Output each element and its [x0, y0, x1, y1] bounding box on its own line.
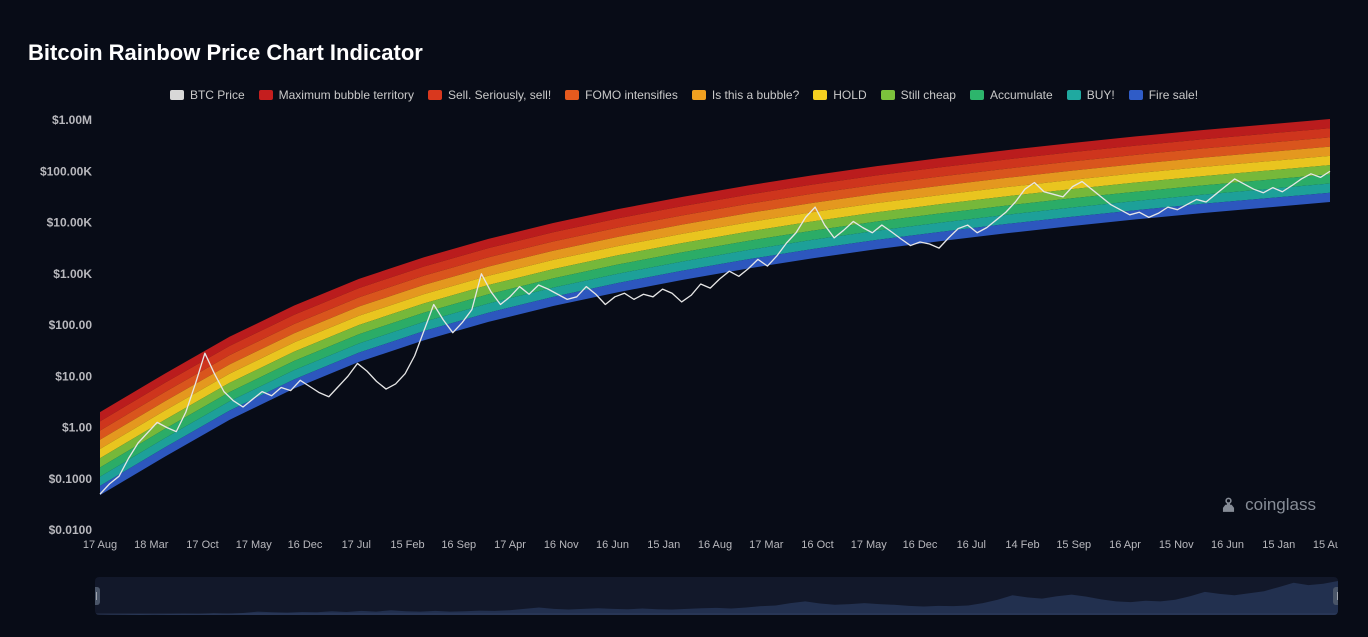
svg-text:$100.00: $100.00	[49, 318, 93, 332]
svg-text:$10.00K: $10.00K	[47, 216, 93, 230]
legend-item[interactable]: Fire sale!	[1129, 88, 1198, 102]
legend-label: Accumulate	[990, 88, 1053, 102]
svg-text:16 Oct: 16 Oct	[801, 539, 833, 551]
time-scrubber[interactable]	[95, 577, 1338, 615]
svg-text:18 Mar: 18 Mar	[134, 539, 169, 551]
legend-swatch	[170, 90, 184, 100]
svg-text:16 Apr: 16 Apr	[1109, 539, 1141, 551]
chart-title: Bitcoin Rainbow Price Chart Indicator	[28, 40, 423, 66]
svg-text:$100.00K: $100.00K	[40, 164, 92, 178]
legend-swatch	[1067, 90, 1081, 100]
svg-text:$1.00: $1.00	[62, 421, 92, 435]
svg-text:15 Nov: 15 Nov	[1159, 539, 1194, 551]
legend-item[interactable]: HOLD	[813, 88, 866, 102]
svg-text:16 Jun: 16 Jun	[1211, 539, 1244, 551]
legend-swatch	[259, 90, 273, 100]
legend-swatch	[565, 90, 579, 100]
legend-label: HOLD	[833, 88, 866, 102]
svg-text:14 Feb: 14 Feb	[1005, 539, 1039, 551]
legend-swatch	[813, 90, 827, 100]
svg-text:17 Oct: 17 Oct	[186, 539, 218, 551]
svg-text:17 Jul: 17 Jul	[342, 539, 371, 551]
svg-text:17 Aug: 17 Aug	[83, 539, 117, 551]
svg-text:15 Jan: 15 Jan	[647, 539, 680, 551]
scrubber-svg	[95, 577, 1338, 615]
chart-svg: $1.00M $100.00K $10.00K $1.00K $100.00 $10.00…	[30, 110, 1338, 562]
svg-text:16 Jul: 16 Jul	[957, 539, 986, 551]
legend-item[interactable]: BTC Price	[170, 88, 245, 102]
legend-label: Is this a bubble?	[712, 88, 799, 102]
legend-swatch	[970, 90, 984, 100]
svg-text:15 Feb: 15 Feb	[390, 539, 424, 551]
legend: BTC Price Maximum bubble territory Sell. S…	[0, 88, 1368, 102]
legend-item[interactable]: FOMO intensifies	[565, 88, 678, 102]
legend-item[interactable]: Is this a bubble?	[692, 88, 799, 102]
svg-text:15 Aug: 15 Aug	[1313, 539, 1338, 551]
coinglass-icon	[1219, 496, 1238, 515]
svg-text:$0.0100: $0.0100	[49, 523, 93, 537]
svg-text:15 Sep: 15 Sep	[1056, 539, 1091, 551]
legend-item[interactable]: Accumulate	[970, 88, 1053, 102]
legend-swatch	[881, 90, 895, 100]
legend-label: Fire sale!	[1149, 88, 1198, 102]
svg-text:15 Jan: 15 Jan	[1262, 539, 1295, 551]
legend-label: Maximum bubble territory	[279, 88, 414, 102]
legend-label: Still cheap	[901, 88, 956, 102]
svg-text:16 Jun: 16 Jun	[596, 539, 629, 551]
watermark: coinglass	[1219, 495, 1316, 515]
legend-swatch	[1129, 90, 1143, 100]
legend-swatch	[428, 90, 442, 100]
legend-label: BTC Price	[190, 88, 245, 102]
svg-text:16 Nov: 16 Nov	[544, 539, 579, 551]
scrubber-handle-left[interactable]	[95, 587, 100, 605]
svg-text:17 Mar: 17 Mar	[749, 539, 784, 551]
svg-text:17 Apr: 17 Apr	[494, 539, 526, 551]
svg-text:17 May: 17 May	[851, 539, 888, 551]
svg-text:17 May: 17 May	[236, 539, 273, 551]
legend-label: FOMO intensifies	[585, 88, 678, 102]
legend-item[interactable]: Sell. Seriously, sell!	[428, 88, 551, 102]
legend-label: BUY!	[1087, 88, 1115, 102]
legend-item[interactable]: BUY!	[1067, 88, 1115, 102]
svg-text:16 Dec: 16 Dec	[288, 539, 323, 551]
svg-text:16 Sep: 16 Sep	[441, 539, 476, 551]
chart-area[interactable]: $1.00M $100.00K $10.00K $1.00K $100.00 $10.00…	[30, 110, 1338, 562]
svg-text:16 Aug: 16 Aug	[698, 539, 732, 551]
watermark-text: coinglass	[1245, 495, 1316, 515]
svg-text:16 Dec: 16 Dec	[903, 539, 938, 551]
legend-label: Sell. Seriously, sell!	[448, 88, 551, 102]
legend-item[interactable]: Still cheap	[881, 88, 956, 102]
scrubber-handle-right[interactable]	[1333, 587, 1338, 605]
legend-swatch	[692, 90, 706, 100]
svg-text:$10.00: $10.00	[55, 369, 92, 383]
legend-item[interactable]: Maximum bubble territory	[259, 88, 414, 102]
svg-text:$0.1000: $0.1000	[49, 472, 93, 486]
svg-text:$1.00M: $1.00M	[52, 113, 92, 127]
svg-text:$1.00K: $1.00K	[53, 267, 92, 281]
